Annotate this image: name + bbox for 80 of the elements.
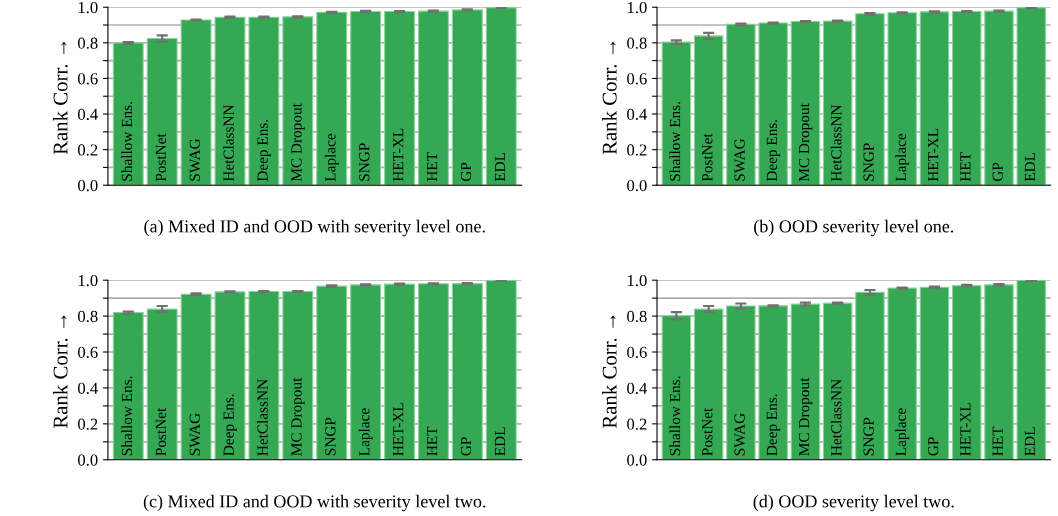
y-tick-label: 0.0 bbox=[627, 179, 647, 192]
x-tick-label: MC Dropout bbox=[291, 377, 305, 456]
x-tick-label: MC Dropout bbox=[798, 103, 813, 182]
x-tick-label: GP bbox=[460, 162, 472, 182]
y-tick-label: 0.6 bbox=[627, 346, 647, 359]
y-tick-label: 0.4 bbox=[78, 108, 98, 121]
x-tick-label: Shallow Ens. bbox=[121, 102, 133, 181]
x-tick-label: PostNet bbox=[155, 407, 166, 456]
y-tick-label: 0.2 bbox=[627, 418, 647, 430]
y-tick-label: 0.2 bbox=[627, 144, 647, 156]
x-tick-label: HetClassNN bbox=[830, 104, 842, 182]
y-tick-label: 0.6 bbox=[78, 73, 98, 85]
y-axis-title: Rank Corr. → bbox=[52, 41, 68, 155]
x-tick-label: GP bbox=[460, 437, 472, 456]
x-tick-label: HET-XL bbox=[928, 128, 939, 182]
x-tick-label: HET-XL bbox=[960, 403, 971, 456]
y-tick-label: 0.4 bbox=[78, 382, 98, 394]
x-tick-label: Deep Ens. bbox=[223, 394, 237, 456]
y-tick-label: 0.8 bbox=[78, 37, 98, 49]
x-tick-label: EDL bbox=[494, 427, 505, 456]
x-tick-label: Shallow Ens. bbox=[121, 376, 133, 456]
x-tick-label: MC Dropout bbox=[291, 103, 305, 182]
text: (c) Mixed ID and OOD with severity level two. bbox=[143, 494, 486, 512]
x-tick-label: Deep Ens. bbox=[257, 119, 271, 182]
x-tick-label: HET bbox=[992, 426, 1003, 456]
y-tick-label: 1.0 bbox=[627, 274, 647, 287]
y-tick-label: 0.0 bbox=[78, 454, 98, 466]
x-tick-label: HET bbox=[427, 152, 438, 182]
y-tick-label: 1.0 bbox=[78, 274, 98, 287]
y-tick-label: 0.4 bbox=[627, 382, 648, 394]
y-tick-label: 1.0 bbox=[78, 1, 98, 14]
x-tick-label: Deep Ens. bbox=[766, 119, 781, 182]
x-tick-label: Laplace bbox=[895, 133, 910, 182]
x-tick-label: HET bbox=[427, 426, 438, 456]
x-tick-label: GP bbox=[992, 162, 1003, 182]
y-tick-label: 0.0 bbox=[627, 454, 647, 466]
x-tick-label: Shallow Ens. bbox=[669, 376, 681, 456]
x-tick-label: Laplace bbox=[358, 408, 373, 456]
y-tick-label: 0.8 bbox=[78, 310, 98, 323]
text: (b) OOD severity level one. bbox=[754, 219, 954, 237]
text: (a) Mixed ID and OOD with severity level one. bbox=[144, 219, 485, 237]
x-tick-label: HetClassNN bbox=[223, 104, 234, 182]
x-tick-label: HetClassNN bbox=[830, 379, 842, 456]
x-tick-label: Deep Ens. bbox=[766, 394, 781, 456]
x-tick-label: SWAG bbox=[734, 413, 745, 456]
y-tick-label: 0.0 bbox=[78, 179, 98, 192]
y-axis-title: Rank Corr. → bbox=[52, 315, 68, 429]
y-tick-label: 0.6 bbox=[78, 346, 98, 359]
x-tick-label: SNGP bbox=[863, 143, 874, 181]
x-tick-label: SWAG bbox=[734, 138, 745, 181]
y-tick-label: 0.2 bbox=[78, 144, 98, 156]
x-tick-label: GP bbox=[928, 437, 939, 456]
x-tick-label: EDL bbox=[1024, 152, 1035, 182]
x-tick-label: Laplace bbox=[324, 133, 339, 182]
y-tick-label: 0.2 bbox=[78, 418, 98, 430]
x-tick-label: PostNet bbox=[702, 133, 713, 182]
x-tick-label: PostNet bbox=[702, 407, 713, 456]
x-tick-label: PostNet bbox=[155, 133, 166, 182]
y-tick-label: 0.8 bbox=[627, 310, 647, 323]
x-tick-label: Shallow Ens. bbox=[669, 102, 681, 181]
x-tick-label: EDL bbox=[494, 152, 505, 182]
y-axis-title: Rank Corr. → bbox=[602, 41, 617, 155]
x-tick-label: EDL bbox=[1024, 427, 1035, 456]
y-tick-label: 0.8 bbox=[627, 37, 647, 49]
x-tick-label: SWAG bbox=[189, 138, 200, 181]
text: (d) OOD severity level two. bbox=[753, 494, 954, 512]
x-tick-label: SNGP bbox=[325, 417, 336, 456]
x-tick-label: SNGP bbox=[359, 143, 370, 181]
y-tick-label: 0.4 bbox=[627, 108, 648, 121]
y-tick-label: 1.0 bbox=[627, 1, 647, 14]
x-tick-label: SNGP bbox=[863, 417, 874, 456]
x-tick-label: HET-XL bbox=[393, 128, 404, 182]
x-tick-label: HET-XL bbox=[393, 403, 404, 456]
y-axis-title: Rank Corr. → bbox=[602, 315, 617, 429]
x-tick-label: Laplace bbox=[895, 408, 910, 456]
x-tick-label: SWAG bbox=[189, 413, 200, 456]
x-tick-label: HET bbox=[960, 152, 971, 182]
x-tick-label: MC Dropout bbox=[798, 377, 813, 456]
x-tick-label: HetClassNN bbox=[256, 379, 268, 456]
y-tick-label: 0.6 bbox=[627, 73, 647, 85]
